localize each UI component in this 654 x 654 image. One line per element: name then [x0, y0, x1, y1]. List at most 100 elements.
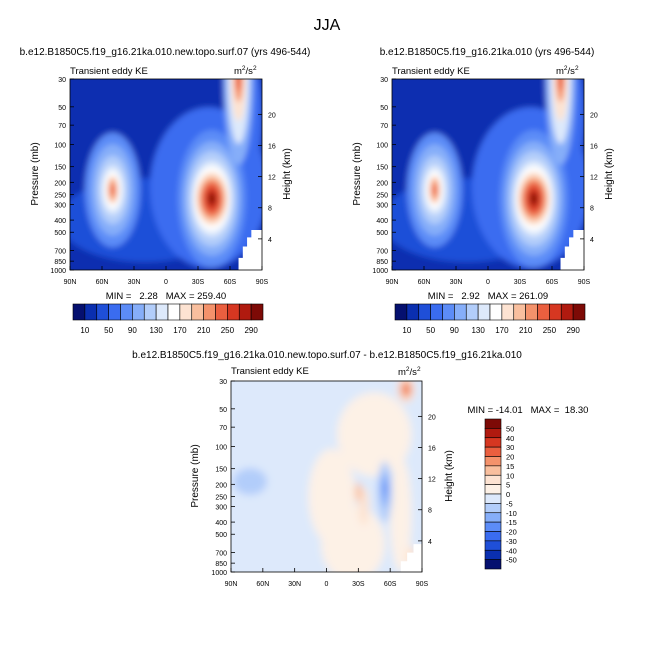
positive-contour	[390, 457, 412, 572]
y-tick-label: 70	[219, 425, 227, 432]
colorbar-label: 20	[506, 453, 514, 462]
topography-mask	[400, 544, 422, 572]
colorbar-box	[484, 493, 502, 504]
y-tick-label: 30	[58, 77, 66, 84]
panel-2: b.e12.B1850C5.f19_g16.21ka.010 (yrs 496-…	[352, 47, 615, 335]
colorbar-box	[215, 303, 228, 321]
colorbar-label: -40	[506, 546, 517, 555]
colorbar-box	[167, 303, 181, 321]
colorbar-box	[513, 303, 526, 321]
height-tick-label: 20	[268, 112, 276, 119]
x-tick-label: 90S	[578, 279, 591, 286]
y-tick-label: 100	[54, 143, 66, 150]
colorbar-box	[203, 303, 216, 321]
topography-mask	[238, 230, 262, 270]
panel-2-minmax: MIN = 2.92 MAX = 261.09	[428, 291, 548, 302]
colorbar-label: 5	[506, 481, 510, 490]
y-tick-label: 100	[215, 445, 227, 452]
y-tick-label: 300	[215, 504, 227, 511]
colorbar-label: 250	[221, 326, 235, 335]
x-tick-label: 30N	[128, 279, 141, 286]
panel-3-left-string: Transient eddy KE	[231, 366, 309, 377]
colorbar-box	[84, 303, 98, 321]
y-tick-label: 200	[54, 180, 66, 187]
panel-3-title: b.e12.B1850C5.f19_g16.21ka.010.new.topo.…	[132, 350, 522, 361]
colorbar-label: -30	[506, 537, 517, 546]
x-tick-label: 0	[325, 581, 329, 588]
height-tick-label: 8	[590, 206, 594, 213]
colorbar-label: 10	[80, 326, 89, 335]
colorbar-label: -50	[506, 556, 517, 565]
colorbar-box	[484, 549, 502, 560]
x-tick-label: 60N	[256, 581, 269, 588]
colorbar-box	[394, 303, 408, 321]
figure-title: JJA	[314, 17, 341, 34]
y-tick-label: 1000	[211, 570, 227, 577]
y-tick-label: 50	[380, 105, 388, 112]
colorbar-box	[406, 303, 420, 321]
height-tick-label: 12	[428, 477, 436, 484]
panel-1-y-ticks: 30 50 70 100 150 200 250 300 400 500 700 850 1000	[50, 77, 74, 275]
y-tick-label: 850	[54, 259, 66, 266]
y-tick-label: 300	[376, 202, 388, 209]
colorbar-label: 90	[450, 326, 459, 335]
y-tick-label: 500	[215, 532, 227, 539]
x-tick-label: 90S	[256, 279, 269, 286]
y-tick-label: 250	[215, 494, 227, 501]
colorbar-box	[484, 559, 502, 570]
panel-1-minmax: MIN = 2.28 MAX = 259.40	[106, 291, 226, 302]
x-tick-label: 30N	[450, 279, 463, 286]
height-tick-label: 4	[268, 237, 272, 244]
x-tick-label: 60N	[96, 279, 109, 286]
y-tick-label: 1000	[372, 268, 388, 275]
panel-2-title: b.e12.B1850C5.f19_g16.21ka.010 (yrs 496-…	[380, 47, 595, 58]
panel-3-minmax: MIN = -14.01 MAX = 18.30	[468, 405, 589, 416]
colorbar-box	[537, 303, 550, 321]
y-tick-label: 50	[219, 407, 227, 414]
y-tick-label: 30	[219, 379, 227, 386]
y-tick-label: 850	[376, 259, 388, 266]
colorbar-label: 30	[506, 443, 514, 452]
sh-strat-contour	[235, 79, 242, 91]
panel-3-y-ticks: 30 50 70 100 150 200 250 300 400 500 700 850 1000	[211, 379, 235, 577]
colorbar-box	[132, 303, 145, 321]
colorbar-box	[501, 303, 515, 321]
colorbar-label: -15	[506, 518, 517, 527]
colorbar-box	[191, 303, 204, 321]
x-tick-label: 60N	[418, 279, 431, 286]
colorbar-box	[484, 531, 502, 542]
height-tick-label: 20	[428, 414, 436, 421]
colorbar-box	[549, 303, 562, 321]
y-tick-label: 250	[376, 192, 388, 199]
x-tick-label: 90N	[225, 581, 238, 588]
colorbar-box	[465, 303, 479, 321]
colorbar-label: 0	[506, 490, 510, 499]
panel-1-x-ticks: 90N 60N 30N 0 30S 60S 90S	[64, 266, 269, 286]
colorbar-box	[484, 465, 502, 476]
colorbar-box	[484, 418, 502, 429]
y-tick-label: 30	[380, 77, 388, 84]
panel-2-colorbar: 10 50 90 130 170 210 250 290	[394, 303, 586, 335]
positive-contour	[355, 482, 362, 502]
y-tick-label: 700	[215, 551, 227, 558]
panel-3-x-ticks: 90N 60N 30N 0 30S 60S 90S	[225, 568, 429, 588]
panel-1-ylabel: Pressure (mb)	[30, 142, 41, 205]
x-tick-label: 90N	[386, 279, 399, 286]
height-tick-label: 20	[590, 112, 598, 119]
x-tick-label: 60S	[384, 581, 397, 588]
height-tick-label: 16	[428, 445, 436, 452]
negative-contour	[382, 480, 387, 496]
colorbar-box	[484, 503, 502, 514]
y-tick-label: 150	[376, 165, 388, 172]
colorbar-box	[484, 456, 502, 467]
height-tick-label: 4	[428, 539, 432, 546]
y-tick-label: 850	[215, 561, 227, 568]
nh-jet-contour	[110, 184, 115, 196]
colorbar-box	[96, 303, 109, 321]
colorbar-box	[489, 303, 503, 321]
sh-jet-contour	[531, 193, 537, 204]
colorbar-label: 210	[519, 326, 533, 335]
colorbar-box	[484, 521, 502, 532]
colorbar-label: 250	[543, 326, 557, 335]
colorbar-box	[484, 484, 502, 495]
